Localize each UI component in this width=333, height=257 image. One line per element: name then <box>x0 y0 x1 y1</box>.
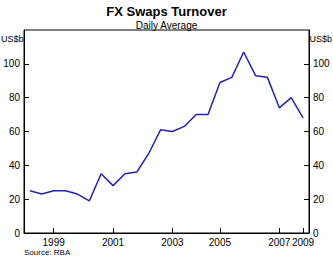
svg-text:Source: RBA: Source: RBA <box>24 248 71 257</box>
svg-text:40: 40 <box>9 160 21 171</box>
svg-text:0: 0 <box>313 227 319 239</box>
svg-text:60: 60 <box>313 126 325 137</box>
svg-text:2007: 2007 <box>268 237 291 248</box>
svg-text:60: 60 <box>9 126 21 137</box>
svg-text:US$b: US$b <box>309 34 332 44</box>
svg-text:40: 40 <box>313 160 325 171</box>
svg-text:100: 100 <box>313 58 330 69</box>
svg-text:2001: 2001 <box>102 237 125 248</box>
svg-text:2005: 2005 <box>209 237 232 248</box>
svg-text:Daily Average: Daily Average <box>136 20 198 31</box>
svg-text:100: 100 <box>3 58 20 69</box>
svg-text:FX Swaps Turnover: FX Swaps Turnover <box>106 4 226 19</box>
svg-text:2009: 2009 <box>292 237 315 248</box>
svg-text:1999: 1999 <box>43 237 66 248</box>
svg-text:2003: 2003 <box>161 237 184 248</box>
svg-text:US$b: US$b <box>1 34 24 44</box>
svg-text:20: 20 <box>9 194 21 205</box>
svg-text:0: 0 <box>14 228 20 239</box>
svg-text:80: 80 <box>313 92 325 103</box>
svg-text:20: 20 <box>313 194 325 205</box>
svg-text:80: 80 <box>9 92 21 103</box>
